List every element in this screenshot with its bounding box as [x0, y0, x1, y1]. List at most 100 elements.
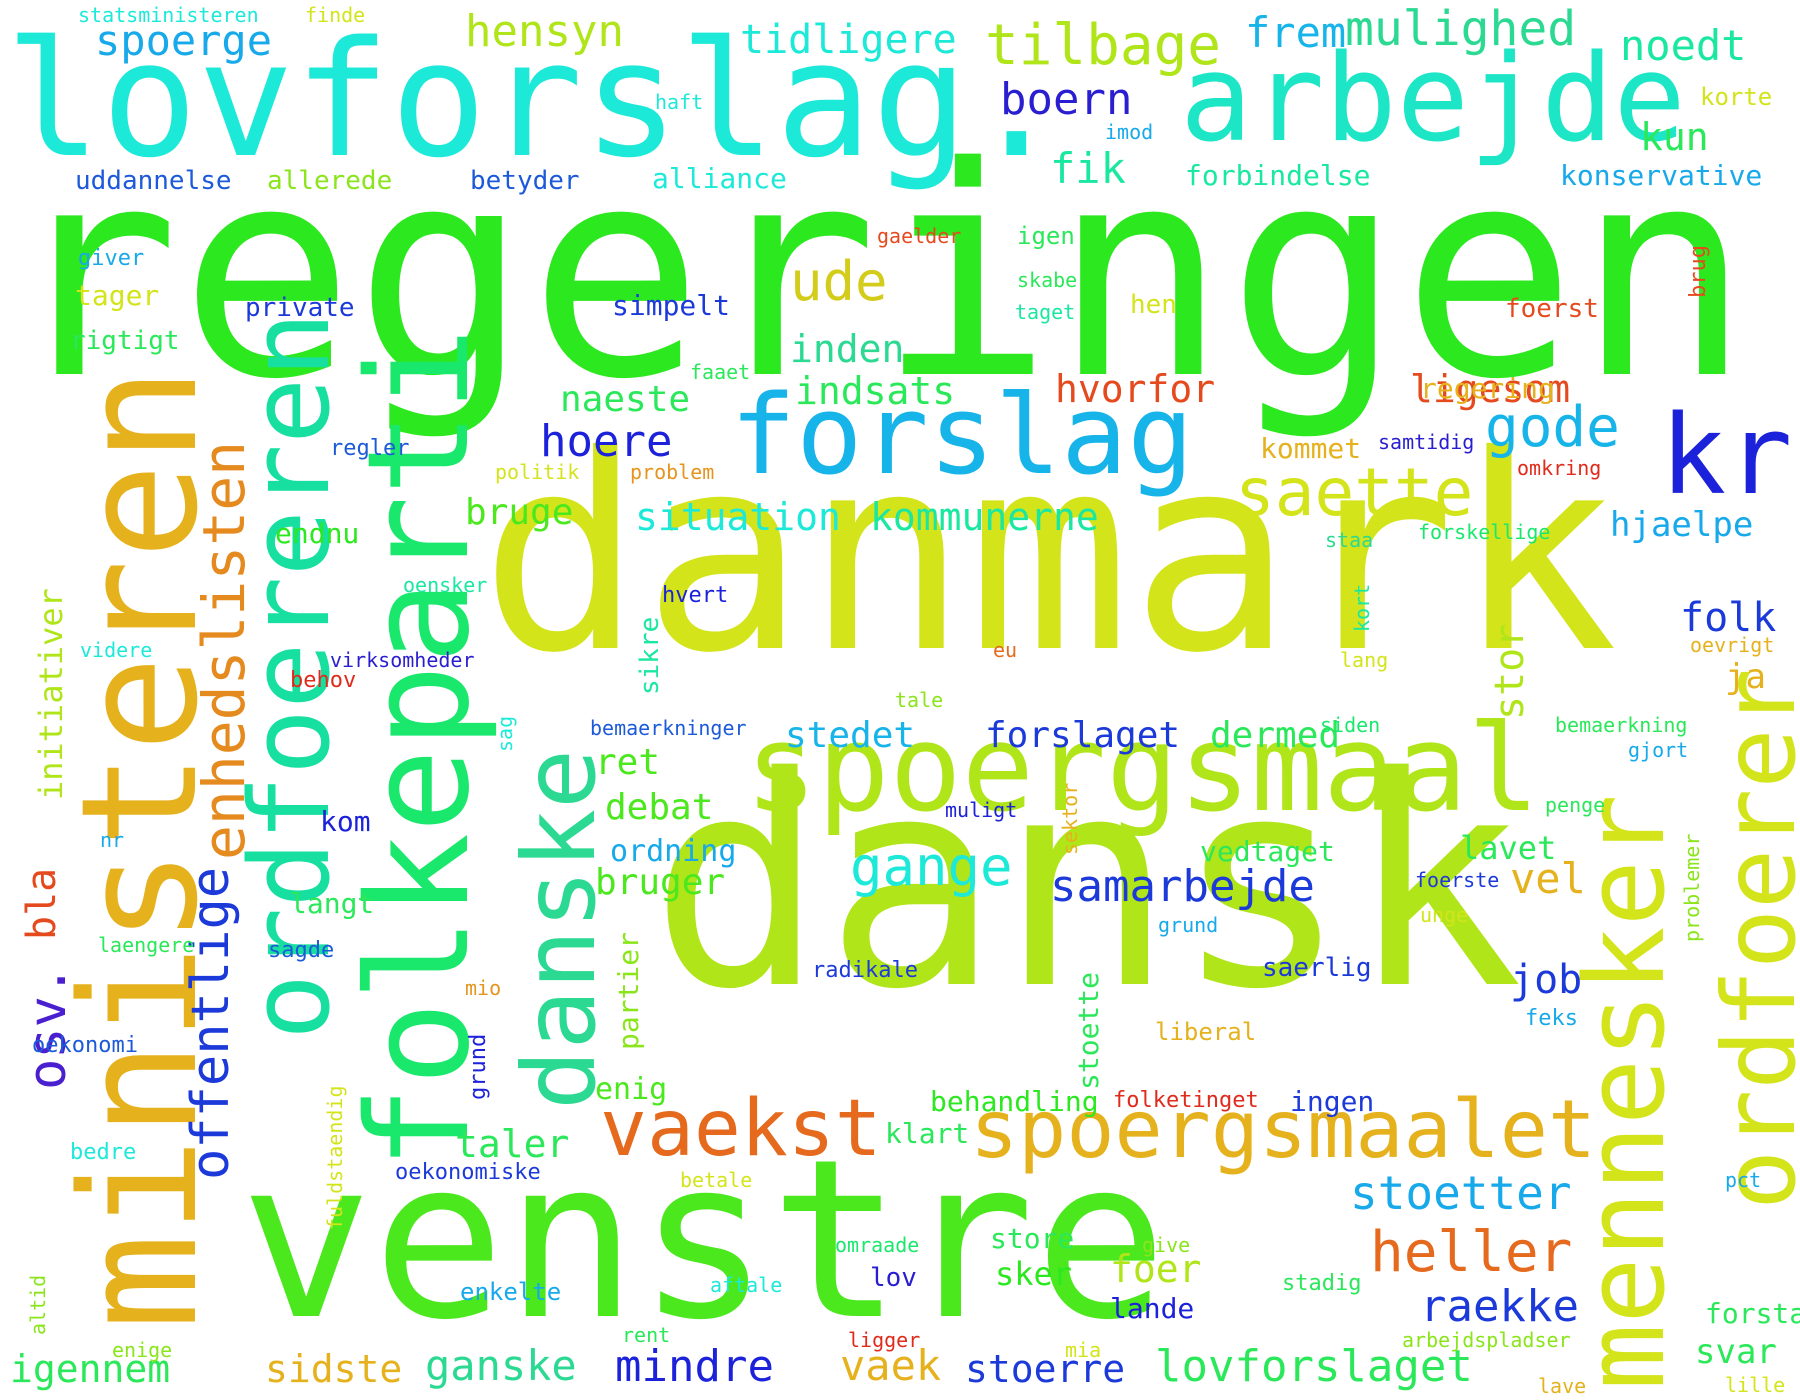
word-lang: lang	[1340, 648, 1389, 672]
word-tager: tager	[75, 279, 160, 312]
word-lille: lille	[1725, 1373, 1786, 1397]
word-rigtigt: rigtigt	[70, 326, 180, 356]
word-osv: osv.	[18, 964, 78, 1090]
word-hjaelpe: hjaelpe	[1610, 505, 1754, 545]
word-boern: boern	[1000, 74, 1133, 125]
word-nr: nr	[100, 828, 125, 852]
word-ingen: ingen	[1290, 1085, 1375, 1118]
word-lovforslag: lovforslag.	[5, 6, 1065, 193]
word-kort: kort	[1350, 583, 1374, 632]
word-betale: betale	[680, 1168, 753, 1192]
word-venstre: venstre	[240, 1112, 1168, 1368]
word-sidste: sidste	[265, 1347, 403, 1391]
word-ligesom: ligesom	[1410, 367, 1571, 411]
word-fik: fik	[1050, 144, 1126, 193]
word-problemer: problemer	[1680, 833, 1704, 942]
word-klart: klart	[885, 1117, 970, 1150]
word-endnu: endnu	[275, 517, 360, 550]
word-gange: gange	[850, 835, 1013, 898]
word-tale: tale	[895, 688, 944, 712]
word-spoerge: spoerge	[95, 16, 273, 65]
word-stedet: stedet	[785, 715, 916, 756]
word-folk: folk	[1680, 595, 1777, 641]
word-ret: ret	[595, 742, 661, 783]
word-inden: inden	[790, 327, 905, 371]
word-fald: grund	[1158, 913, 1219, 937]
word-mio: mio	[465, 976, 502, 1000]
word-kr: kr	[1660, 391, 1793, 519]
word-giver: giver	[78, 246, 145, 271]
word-bemaerkning: bemaerkning	[1555, 713, 1688, 737]
word-debat: debat	[605, 787, 714, 828]
word-problem: problem	[630, 460, 715, 484]
word-mulighed: mulighed	[1345, 1, 1577, 57]
word-stadig: stadig	[1282, 1271, 1362, 1296]
word-pct: pct	[1725, 1168, 1762, 1192]
word-omkring: omkring	[1517, 456, 1602, 480]
word-heller: heller	[1370, 1220, 1573, 1285]
word-gode: gode	[1485, 395, 1620, 460]
word-offentlige: offentlige	[181, 866, 241, 1180]
word-naeste: naeste	[560, 379, 691, 420]
word-oekonomi: oekonomi	[32, 1033, 138, 1058]
word-oekonomiske: oekonomiske	[395, 1160, 541, 1185]
word-private: private	[245, 293, 355, 323]
word-hensyn: hensyn	[465, 6, 624, 57]
word-hvorfor: hvorfor	[1055, 367, 1216, 411]
word-unge: unge	[1420, 903, 1469, 927]
word-statsministeren: statsministeren	[78, 3, 259, 27]
word-kom: kom	[320, 805, 371, 838]
word-feks: feks	[1525, 1006, 1578, 1031]
word-raekke: raekke	[1420, 1281, 1579, 1332]
word-bla: bla	[19, 867, 65, 940]
word-bruge: bruge	[465, 492, 574, 533]
word-gjort: gjort	[1628, 738, 1689, 762]
word-noedt: noedt	[1620, 21, 1747, 70]
word-situation: situation	[635, 495, 841, 539]
word-enig: enig	[595, 1072, 668, 1107]
word-igen: igen	[1017, 222, 1075, 250]
word-hen: hen	[1130, 290, 1177, 320]
word-frem: frem	[1245, 8, 1347, 57]
word-ude: ude	[790, 250, 888, 313]
word-staa: staa	[1325, 528, 1374, 552]
word-enhedslisten: enhedslisten	[190, 440, 258, 860]
word-dermed: dermed	[1210, 715, 1341, 756]
word-give: give	[1142, 1233, 1191, 1257]
word-rent: rent	[622, 1323, 671, 1347]
word-foerst: foerst	[1505, 294, 1599, 324]
word-stoerre: stoerre	[965, 1347, 1126, 1391]
word-bedre: bedre	[70, 1140, 137, 1165]
word-sker: sker	[995, 1255, 1073, 1293]
word-ja: ja	[1725, 657, 1766, 697]
word-samarbejde: samarbejde	[1050, 861, 1315, 912]
word-tilbage: tilbage	[985, 13, 1222, 78]
word-liberal: liberal	[1155, 1018, 1257, 1046]
word-spoergsmaalet: spoergsmaalet	[970, 1083, 1597, 1176]
word-taler: taler	[455, 1122, 570, 1166]
word-sag: sag	[493, 715, 517, 752]
word-folketinget: folketinget	[1113, 1088, 1259, 1113]
word-lovforslaget: lovforslaget	[1155, 1341, 1473, 1392]
word-muligt: muligt	[945, 798, 1018, 822]
word-kun: kun	[1640, 115, 1709, 159]
word-oensker: oensker	[403, 573, 488, 597]
word-tidligere: tidligere	[740, 17, 957, 63]
word-behov: behov	[290, 668, 357, 693]
word-mindre: mindre	[615, 1341, 774, 1392]
word-arbejde: arbejde	[1180, 30, 1686, 169]
word-gaelder: gaelder	[877, 224, 962, 248]
word-korte: korte	[1700, 83, 1773, 111]
word-imod: imod	[1105, 120, 1154, 144]
word-mia: mia	[1065, 1338, 1102, 1362]
word-radikale: radikale	[812, 958, 918, 983]
word-omraade: omraade	[835, 1233, 920, 1257]
word-danske: danske	[501, 748, 618, 1110]
word-eu: eu	[993, 638, 1018, 662]
word-vedtaget: vedtaget	[1200, 835, 1335, 868]
word-lande: lande	[1110, 1292, 1195, 1325]
word-bemaerkninger: bemaerkninger	[590, 716, 747, 740]
word-lavet: lavet	[1460, 829, 1557, 867]
word-aftale: aftale	[710, 1273, 783, 1297]
word-fuldstaendig: fuldstaendig	[323, 1085, 347, 1231]
